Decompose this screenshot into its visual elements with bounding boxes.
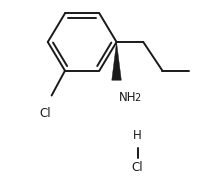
Text: H: H [133,129,142,142]
Text: NH: NH [119,91,136,104]
Text: Cl: Cl [39,107,51,120]
Text: Cl: Cl [132,161,143,174]
Text: 2: 2 [135,93,141,103]
Polygon shape [112,42,121,80]
